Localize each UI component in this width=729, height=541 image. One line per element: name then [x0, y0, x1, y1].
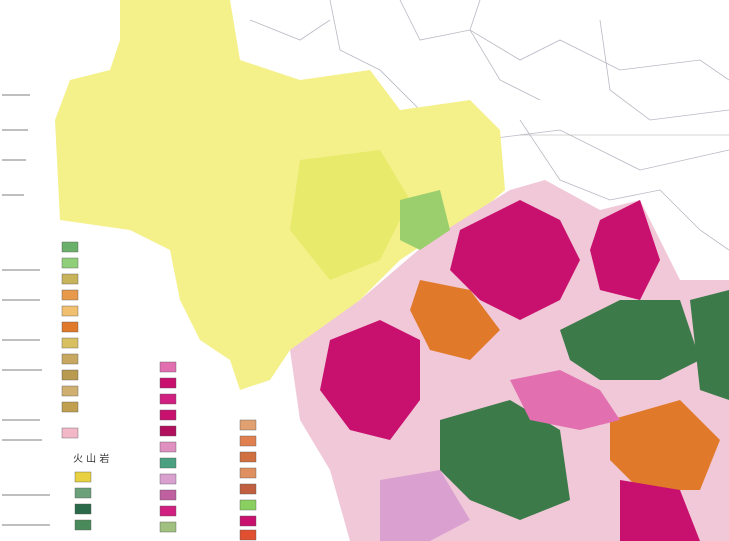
legend-heading: 火 山 岩 — [73, 452, 109, 465]
background-rivers — [249, 0, 729, 251]
legend: 火 山 岩 — [61, 241, 257, 541]
left-text-lines — [2, 94, 50, 526]
map-units — [55, 0, 729, 541]
